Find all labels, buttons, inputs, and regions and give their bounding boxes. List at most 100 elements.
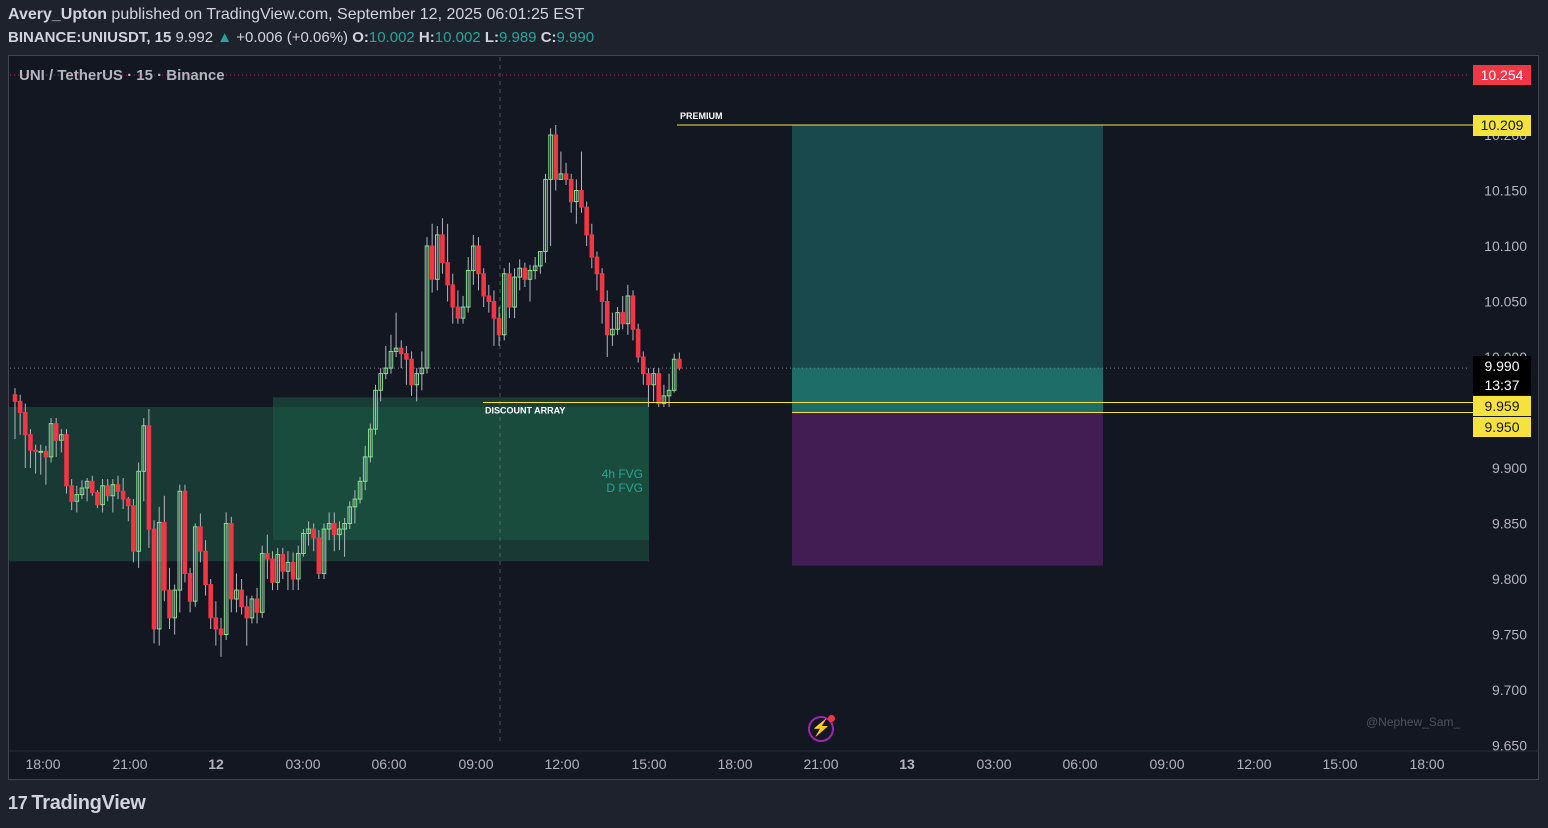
candle-body: [59, 434, 64, 441]
tradingview-logo[interactable]: 17 TradingView: [8, 792, 146, 815]
candle-body: [203, 550, 208, 586]
candle-body: [290, 561, 296, 580]
candle-body: [491, 301, 497, 319]
candle-body: [156, 521, 162, 630]
candle-body: [409, 358, 414, 386]
target-zone: [792, 125, 1103, 369]
candle-body: [43, 450, 49, 458]
candle-body: [84, 480, 90, 489]
time-tick-label: 18:00: [717, 756, 752, 772]
candle-body: [666, 389, 672, 397]
fvg-d-label: D FVG: [606, 481, 643, 495]
candle-body: [326, 523, 332, 530]
low-value: 9.989: [498, 29, 537, 46]
stop-zone: [792, 412, 1103, 566]
time-axis[interactable]: 18:00 21:00 12 03:00 06:00 09:00 12:00 15:00 18:…: [9, 750, 1539, 772]
time-tick-label: 21:00: [803, 756, 838, 772]
candle-body: [357, 480, 363, 500]
price-tick-label: 9.750: [1492, 627, 1527, 643]
candle-body: [496, 317, 502, 336]
candle-body: [223, 523, 229, 635]
candle-body: [198, 526, 203, 552]
chart-title: UNI / TetherUS · 15 · Binance: [19, 67, 225, 84]
candle-body: [244, 606, 250, 619]
candle-body: [275, 554, 280, 583]
candle-body: [120, 490, 126, 500]
high-price-tag: 10.254: [1473, 65, 1531, 85]
lightning-icon[interactable]: ⚡: [808, 715, 835, 742]
candle-body: [429, 245, 435, 280]
price-tick-label: 9.650: [1492, 738, 1527, 754]
candle-body: [635, 328, 641, 358]
candle-body: [89, 480, 95, 493]
tradingview-wordmark: TradingView: [31, 792, 146, 814]
price-axis[interactable]: 10.20010.15010.10010.05010.0009.9009.850…: [1484, 127, 1527, 754]
candle-body: [563, 173, 569, 180]
candle-body: [295, 552, 301, 580]
candle-body: [435, 234, 440, 280]
4h-fvg-zone: [273, 397, 649, 541]
candle-body: [517, 267, 523, 278]
candle-body: [332, 523, 337, 536]
candle-body: [460, 306, 466, 319]
candle-body: [162, 521, 167, 591]
current-price-tag: 9.990: [1473, 356, 1531, 376]
candle-body: [486, 295, 492, 303]
candle-body: [136, 470, 141, 552]
candle-body: [53, 423, 59, 441]
candle-body: [646, 373, 651, 386]
candle-body: [553, 134, 559, 180]
time-tick-label: 06:00: [1062, 756, 1097, 772]
candle-body: [476, 245, 481, 275]
price-tick-label: 9.850: [1492, 516, 1527, 532]
candle-body: [512, 276, 517, 308]
candle-body: [270, 558, 275, 583]
candle-body: [12, 394, 18, 402]
candle-body: [414, 373, 419, 386]
candle-body: [100, 485, 105, 506]
candle-body: [568, 178, 574, 203]
candle-body: [532, 265, 538, 271]
candle-body: [527, 269, 533, 280]
premium-label: PREMIUM: [680, 111, 723, 121]
candle-body: [23, 412, 28, 436]
candle-body: [656, 373, 662, 405]
price-tick-label: 10.100: [1484, 238, 1527, 254]
candle-body: [501, 273, 507, 336]
candle-body: [167, 589, 172, 619]
time-tick-label: 09:00: [1149, 756, 1184, 772]
published-text: published on TradingView.com, September …: [106, 6, 585, 23]
close-value: 9.990: [556, 29, 595, 46]
candle-body: [419, 367, 425, 375]
candle-body: [383, 367, 389, 375]
candle-body: [398, 347, 404, 355]
watermark: @Nephew_Sam_: [1366, 715, 1461, 729]
candle-body: [579, 190, 584, 208]
candle-body: [368, 428, 373, 458]
candle-body: [249, 598, 255, 619]
time-tick-label: 12: [208, 756, 224, 772]
candle-body: [172, 589, 177, 619]
notification-dot: [828, 715, 835, 722]
bar-countdown: 13:37: [1473, 376, 1531, 395]
candle-body: [362, 456, 368, 482]
candle-body: [110, 484, 116, 497]
author-name[interactable]: Avery_Upton: [8, 6, 107, 23]
candle-body: [131, 505, 136, 552]
candle-body: [558, 173, 564, 180]
target-price-tag: 10.209: [1473, 115, 1531, 136]
time-tick-label: 03:00: [285, 756, 320, 772]
candle-body: [522, 267, 528, 280]
candle-body: [651, 373, 656, 386]
symbol-label: BINANCE:UNIUSDT, 15: [8, 29, 172, 46]
candle-body: [424, 245, 430, 369]
time-tick-label: 12:00: [1236, 756, 1271, 772]
open-label: O:: [348, 29, 369, 46]
candle-body: [69, 485, 74, 502]
candle-body: [285, 561, 291, 572]
open-value: 10.002: [368, 29, 415, 46]
time-tick-label: 21:00: [112, 756, 147, 772]
candle-body: [393, 347, 399, 352]
